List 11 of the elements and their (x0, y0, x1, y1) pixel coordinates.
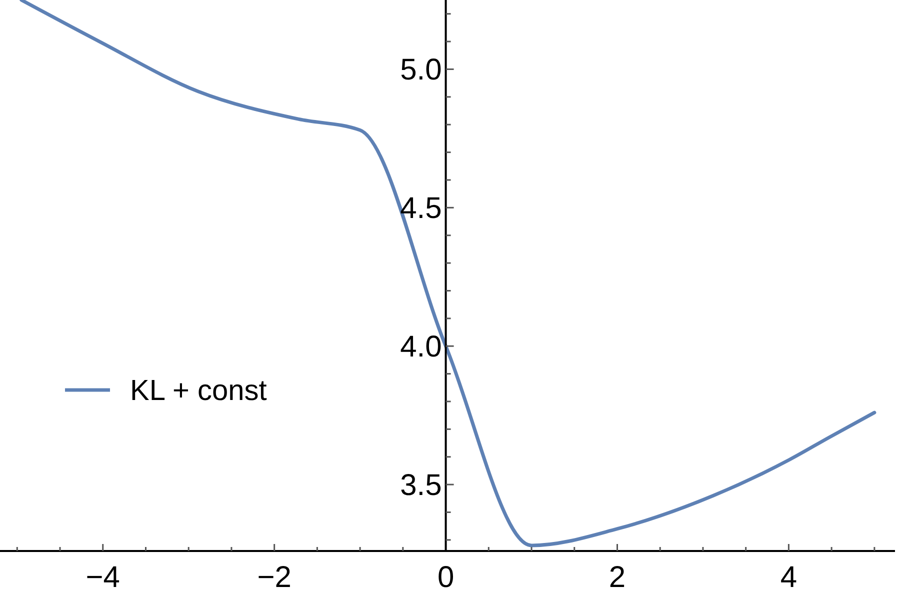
x-tick-label: 0 (437, 561, 454, 594)
x-tick-label: 2 (608, 561, 626, 594)
x-tick-label: −4 (86, 561, 120, 594)
x-tick-label: −2 (257, 561, 292, 594)
legend-label: KL + const (130, 375, 267, 408)
y-tick-label: 4.0 (400, 330, 442, 364)
y-tick-label: 4.5 (400, 192, 442, 226)
line-series (20, 0, 876, 548)
y-tick-label: 5.0 (400, 54, 442, 87)
y-tick-label: 3.5 (400, 469, 442, 502)
x-tick-label: 4 (780, 561, 798, 594)
